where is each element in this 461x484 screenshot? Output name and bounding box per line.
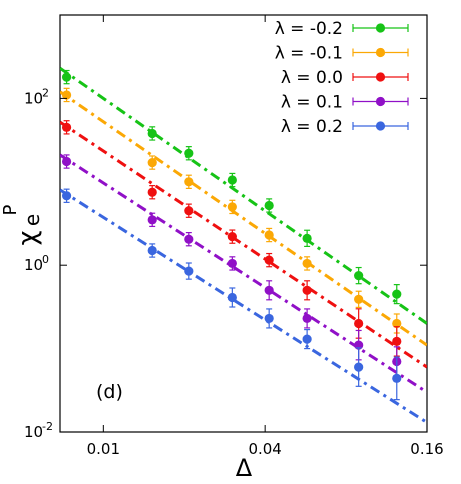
fit-line: [60, 153, 427, 394]
data-point: [147, 157, 157, 168]
data-point: [354, 318, 364, 329]
data-point: [184, 266, 194, 276]
data-point: [227, 175, 237, 185]
legend-label: λ = 0.1: [281, 93, 343, 113]
data-point: [61, 191, 72, 201]
data-point: [264, 313, 274, 324]
y-tick-label-exp: 2: [42, 86, 49, 99]
plot-frame: [59, 14, 428, 433]
data-point: [184, 234, 194, 244]
fit-line: [60, 90, 427, 347]
x-axis-title: Δ: [236, 454, 253, 480]
data-point: [302, 285, 312, 295]
data-point: [264, 285, 274, 295]
y-tick-label-base: 10: [24, 89, 43, 107]
data-point: [227, 258, 237, 269]
data-point: [61, 156, 72, 167]
legend-label: λ = 0.2: [281, 117, 343, 137]
data-point: [302, 313, 312, 324]
data-point: [354, 294, 364, 304]
data-point: [147, 187, 157, 197]
y-axis-title-sub: e: [20, 214, 44, 226]
fit-line: [60, 188, 427, 424]
data-point: [264, 230, 274, 240]
y-tick-label-base: 10: [24, 256, 43, 274]
data-point: [184, 177, 194, 187]
legend-marker: [375, 23, 386, 33]
data-point: [61, 90, 72, 100]
legend-marker: [375, 96, 386, 107]
data-point: [354, 362, 364, 372]
legend-label: λ = -0.2: [275, 19, 343, 39]
data-point: [392, 289, 402, 299]
y-tick-label-exp: 0: [42, 253, 49, 266]
legend-label: λ = -0.1: [275, 44, 343, 64]
data-point: [302, 258, 312, 269]
data-point: [392, 336, 402, 346]
data-point: [227, 232, 237, 242]
data-point: [392, 373, 402, 383]
y-axis-title-sup: P: [0, 204, 21, 215]
x-tick-label: 0.01: [87, 440, 120, 458]
data-point: [147, 128, 157, 139]
data-point: [147, 215, 157, 225]
fit-line: [60, 67, 427, 325]
fit-line: [60, 120, 427, 369]
data-point: [392, 318, 402, 329]
y-tick-label-exp: -2: [42, 420, 53, 433]
data-point: [184, 206, 194, 216]
x-tick-label: 0.16: [410, 440, 443, 458]
data-point: [227, 202, 237, 212]
data-point: [61, 122, 72, 132]
data-point: [354, 271, 364, 281]
legend-marker: [375, 121, 386, 131]
y-tick-label-base: 10: [24, 423, 43, 441]
data-point: [302, 334, 312, 344]
data-point: [227, 292, 237, 303]
panel-annotation: (d): [96, 381, 123, 403]
y-axis-title-base: χ: [13, 230, 43, 245]
legend-label: λ = 0.0: [281, 68, 343, 88]
data-point: [264, 200, 274, 211]
legend-marker: [375, 47, 386, 58]
data-point: [147, 245, 157, 256]
data-point: [264, 255, 274, 265]
legend-marker: [375, 72, 386, 82]
data-point: [184, 148, 194, 158]
y-axis-title: χ e P: [0, 204, 44, 245]
data-point: [61, 72, 72, 82]
x-tick-label: 0.04: [248, 440, 281, 458]
data-point: [302, 233, 312, 243]
